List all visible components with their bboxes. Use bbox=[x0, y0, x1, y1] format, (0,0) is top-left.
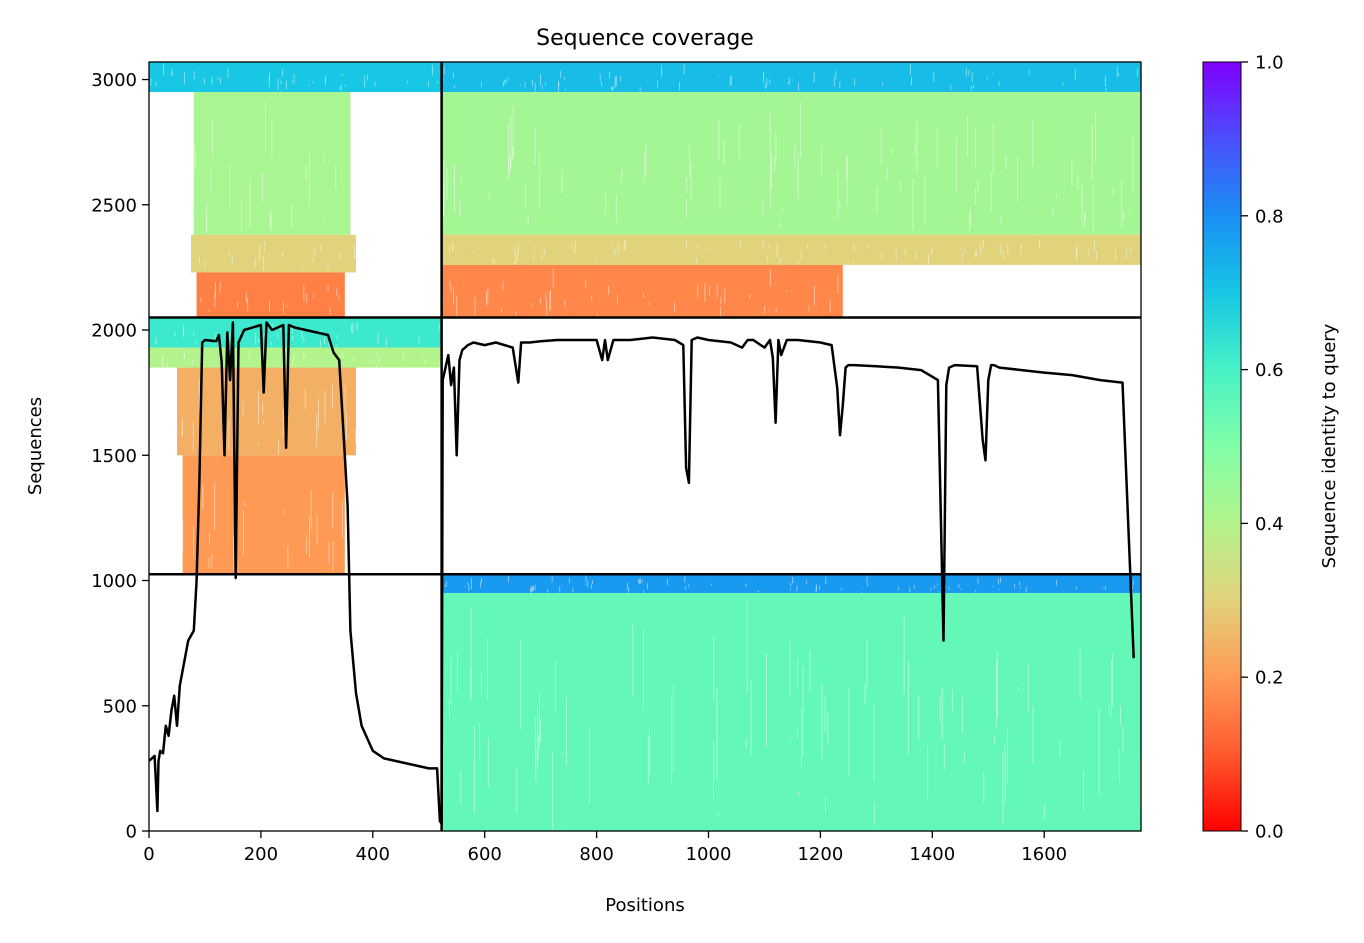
block-middle-left-band-0 bbox=[149, 317, 442, 348]
x-tick-label: 1000 bbox=[686, 844, 732, 865]
y-axis: 0 500 1000 1500 2000 2500 3000 bbox=[91, 70, 149, 843]
block-top-left-band-0 bbox=[149, 62, 442, 93]
colorbar-gradient bbox=[1202, 61, 1242, 832]
x-tick-label: 800 bbox=[579, 844, 613, 865]
block-bottom-right-band-1 bbox=[441, 593, 1141, 831]
x-tick-label: 0 bbox=[143, 844, 154, 865]
coverage-line bbox=[148, 321, 1135, 825]
block-middle-left-band-3 bbox=[182, 455, 345, 575]
block-middle-left-band-1 bbox=[149, 347, 442, 368]
y-tick-label: 3000 bbox=[91, 70, 137, 91]
block-top-left-band-2 bbox=[190, 234, 357, 273]
block-top-right-band-1 bbox=[441, 92, 1141, 235]
colorbar-tick-label: 0.2 bbox=[1255, 668, 1284, 689]
colorbar-tick-label: 0.4 bbox=[1255, 514, 1284, 535]
x-tick-label: 1600 bbox=[1021, 844, 1067, 865]
x-axis: 0 200 400 600 800 1000 1200 1400 1600 bbox=[143, 831, 1067, 865]
x-tick-label: 1400 bbox=[909, 844, 955, 865]
colorbar-tick-label: 0.8 bbox=[1255, 206, 1284, 227]
y-tick-label: 2000 bbox=[91, 321, 137, 342]
colorbar: 0.0 0.2 0.4 0.6 0.8 1.0 Sequence identity to … bbox=[1202, 53, 1340, 843]
heatmap-texture bbox=[150, 63, 1142, 831]
block-top-left-band-1 bbox=[193, 92, 351, 235]
x-tick-label: 600 bbox=[468, 844, 502, 865]
y-tick-label: 1000 bbox=[91, 571, 137, 592]
y-tick-label: 2500 bbox=[91, 195, 137, 216]
y-axis-label: Sequences bbox=[25, 397, 46, 495]
chart-title: Sequence coverage bbox=[536, 26, 754, 51]
y-tick-label: 0 bbox=[126, 822, 137, 843]
block-top-right-band-2 bbox=[441, 234, 1141, 265]
colorbar-tick-label: 1.0 bbox=[1255, 53, 1284, 74]
x-tick-label: 200 bbox=[244, 844, 278, 865]
block-middle-left-band-2 bbox=[176, 367, 357, 456]
y-tick-label: 1500 bbox=[91, 446, 137, 467]
x-tick-label: 1200 bbox=[797, 844, 843, 865]
plot-frame bbox=[148, 61, 1142, 832]
block-top-right-band-0 bbox=[441, 62, 1141, 93]
identity-heatmap bbox=[149, 62, 1141, 831]
colorbar-label: Sequence identity to query bbox=[1319, 323, 1340, 568]
block-top-left-band-3 bbox=[196, 272, 345, 318]
colorbar-ticks: 0.0 0.2 0.4 0.6 0.8 1.0 bbox=[1241, 53, 1284, 843]
colorbar-tick-label: 0.0 bbox=[1255, 822, 1284, 843]
x-tick-label: 400 bbox=[356, 844, 390, 865]
x-axis-label: Positions bbox=[605, 895, 684, 916]
y-tick-label: 500 bbox=[103, 696, 137, 717]
colorbar-tick-label: 0.6 bbox=[1255, 360, 1284, 381]
block-bottom-right-band-0 bbox=[441, 574, 1141, 594]
